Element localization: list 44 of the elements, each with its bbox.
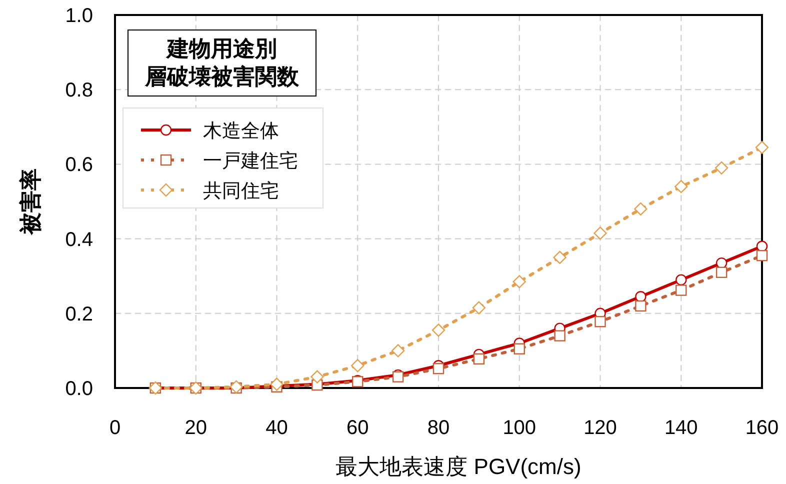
x-tick-label: 80	[427, 417, 450, 439]
x-tick-label: 120	[584, 417, 617, 439]
point	[594, 316, 606, 328]
point	[716, 266, 728, 278]
point	[714, 161, 728, 175]
point	[351, 359, 364, 372]
y-axis-title: 被害率	[18, 168, 43, 236]
y-tick-label: 0.6	[65, 154, 93, 176]
legend-label: 共同住宅	[203, 180, 279, 202]
x-tick-label: 0	[109, 417, 121, 439]
point	[310, 370, 324, 384]
point	[554, 330, 566, 342]
legend-label: 一戸建住宅	[203, 150, 298, 172]
point	[514, 343, 525, 354]
point	[432, 363, 444, 374]
y-tick-label: 1.0	[65, 5, 93, 27]
point	[391, 344, 405, 358]
x-tick-label: 140	[664, 417, 698, 439]
point	[756, 250, 768, 262]
x-tick-label: 40	[266, 417, 288, 439]
point	[676, 274, 687, 286]
point	[473, 353, 485, 365]
y-tick-label: 0.8	[65, 80, 93, 102]
legend-title: 建物用途別層破壊被害関数	[144, 36, 300, 89]
x-tick-label: 20	[184, 417, 207, 439]
x-tick-label: 100	[502, 417, 536, 439]
point	[472, 301, 486, 314]
point	[270, 378, 284, 391]
point	[676, 284, 687, 296]
x-axis-title: 最大地表速度 PGV(cm/s)	[336, 454, 582, 479]
x-tick-label: 60	[346, 417, 369, 439]
point	[512, 275, 526, 288]
point	[432, 324, 446, 337]
point	[553, 250, 566, 264]
y-tick-label: 0.4	[65, 228, 93, 251]
y-tick-label: 0.2	[65, 303, 93, 326]
point	[635, 300, 646, 312]
point	[674, 180, 688, 194]
y-tick-label: 0.0	[65, 378, 93, 400]
point	[634, 202, 648, 216]
legend-label: 木造全体	[203, 121, 279, 142]
point	[594, 226, 607, 240]
point	[755, 140, 769, 154]
x-tick-label: 160	[745, 417, 779, 439]
